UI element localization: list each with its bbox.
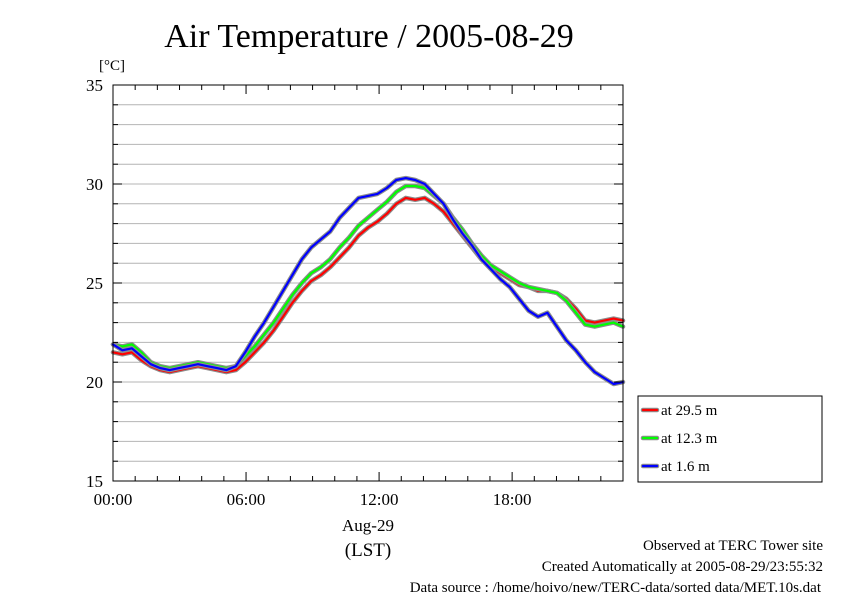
footer-data-source: Data source : /home/hoivo/new/TERC-data/… [410, 580, 822, 595]
series-line-at-12-3-m [111, 184, 625, 370]
grid-lines [113, 104, 623, 462]
y-tick-label: 20 [86, 373, 103, 392]
legend-box [637, 395, 823, 483]
y-tick-label: 35 [86, 76, 103, 95]
plot-frame [112, 84, 624, 482]
chart-title: Air Temperature / 2005-08-29 [164, 18, 574, 55]
x-tick-label: 00:00 [94, 490, 133, 509]
series-line-at-1-6-m [111, 177, 625, 386]
legend-items: at 29.5 m at 12.3 m at 1.6 m [640, 403, 718, 475]
x-tick-labels: 00:00 06:00 12:00 18:00 [94, 490, 532, 509]
legend: at 29.5 m at 12.3 m at 1.6 m [637, 395, 823, 483]
x-axis-label: (LST) [345, 540, 391, 561]
footer-observed: Observed at TERC Tower site [643, 538, 823, 554]
legend-label: at 29.5 m [661, 403, 718, 419]
x-tick-label: 12:00 [360, 490, 399, 509]
y-tick-label: 15 [86, 472, 103, 491]
series-halo-at-12-3-m [110, 183, 626, 371]
footer-created: Created Automatically at 2005-08-29/23:5… [542, 559, 823, 575]
x-tick-label: 06:00 [227, 490, 266, 509]
y-axis-unit-label: [°C] [99, 58, 125, 74]
y-tick-labels: 15 20 25 30 35 [86, 76, 103, 491]
legend-label: at 12.3 m [661, 431, 718, 447]
series-lines [110, 175, 626, 387]
y-tick-label: 30 [86, 175, 103, 194]
x-tick-label: 18:00 [493, 490, 532, 509]
series-halo-at-1-6-m [110, 175, 626, 387]
legend-label: at 1.6 m [661, 459, 710, 475]
x-date-label: Aug-29 [342, 516, 394, 535]
y-tick-label: 25 [86, 274, 103, 293]
